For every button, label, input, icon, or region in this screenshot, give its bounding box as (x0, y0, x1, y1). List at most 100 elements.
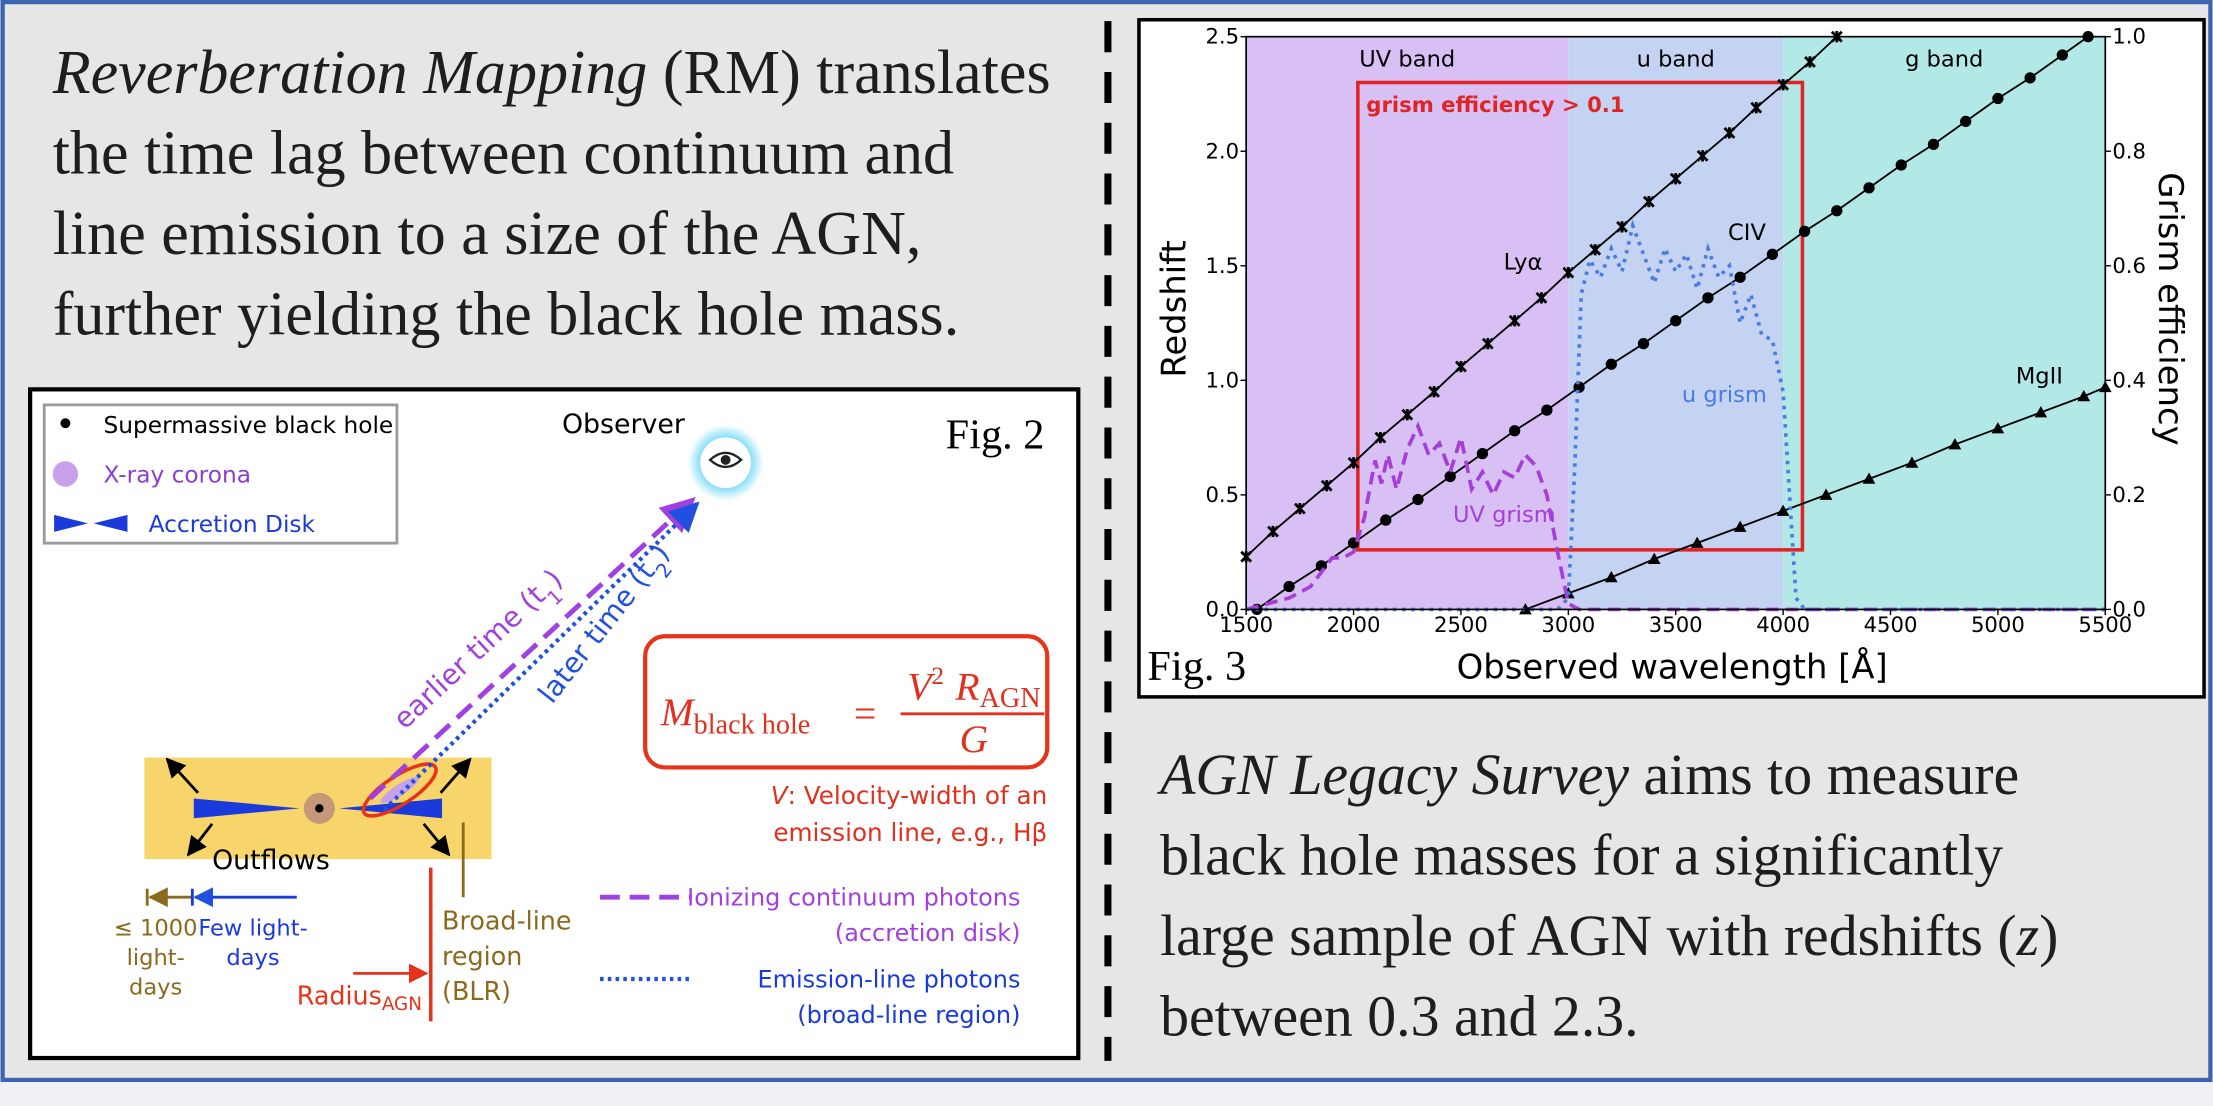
intro-line-text: (RM) translates (647, 39, 1050, 107)
marker (1380, 514, 1391, 525)
series-label: u grism (1682, 382, 1767, 408)
x-tick-label: 4000 (1756, 612, 1810, 637)
x-tick-label: 3500 (1649, 612, 1703, 637)
scale-text: days (129, 975, 182, 1001)
page: AGN Reverberation Mapping { "intro": {"e… (0, 0, 2213, 1106)
marker (1799, 226, 1810, 237)
outro-line-text: large sample of AGN with redshifts ( (1160, 903, 2017, 968)
legend-icon-corona (53, 461, 78, 486)
legend-icon-black-hole (60, 418, 70, 428)
marker (1283, 581, 1294, 592)
key-text: (broad-line region) (797, 1001, 1020, 1029)
band-label: UV band (1359, 46, 1455, 72)
observer-label: Observer (562, 409, 686, 440)
region-label: grism efficiency > 0.1 (1366, 92, 1624, 117)
figure-label: Fig. 2 (946, 412, 1045, 459)
eq-symbol: M (660, 690, 696, 734)
eq-symbol: R (954, 665, 979, 709)
intro-line: the time lag between continuum and (53, 120, 954, 188)
marker (1606, 359, 1617, 370)
outro-line: between 0.3 and 2.3. (1160, 983, 1639, 1048)
series-label: MgII (2016, 364, 2063, 390)
marker (1670, 315, 1681, 326)
intro-line: line emission to a size of the AGN, (53, 200, 922, 268)
eye-pupil (721, 455, 731, 465)
intro-line: further yielding the black hole mass. (53, 280, 960, 348)
black-hole (315, 804, 323, 812)
marker (1960, 116, 1971, 127)
series-label: CIV (1728, 220, 1766, 246)
marker (1412, 494, 1423, 505)
y-tick-label: 2.0 (1205, 138, 1239, 163)
intro-line: Reverberation Mapping (RM) translates (52, 39, 1051, 107)
outro-close: ) (2039, 903, 2058, 968)
marker (1992, 93, 2003, 104)
body: Reverberation Mapping (RM) translates th… (0, 0, 2213, 1106)
label-subscript: AGN (382, 994, 422, 1015)
marker (2024, 72, 2035, 83)
marker (1928, 139, 1939, 150)
x-tick-label: 5000 (1971, 612, 2025, 637)
y-tick-label: 1.0 (1205, 367, 1239, 392)
marker (2057, 49, 2068, 60)
y2-tick-label: 0.4 (2112, 367, 2146, 392)
key-text: Emission-line photons (757, 965, 1020, 993)
outro-line: black hole masses for a significantly (1160, 823, 2003, 888)
legend-label: X-ray corona (103, 461, 250, 488)
note-text: : Velocity-width of an (788, 781, 1048, 810)
marker (1702, 292, 1713, 303)
x-tick-label: 2500 (1434, 612, 1488, 637)
slide: Reverberation Mapping (RM) translates th… (0, 0, 2213, 1106)
y2-tick-label: 0.6 (2112, 253, 2146, 278)
y2-tick-label: 0.2 (2112, 482, 2146, 507)
eq-subscript: black hole (694, 710, 811, 741)
eq-equals: = (854, 692, 876, 736)
outro-emphasis: AGN Legacy Survey (1156, 742, 1629, 807)
y-tick-label: 2.5 (1205, 24, 1239, 49)
band-label: g band (1905, 46, 1983, 72)
marker (1767, 249, 1778, 260)
y2-tick-label: 0.0 (2112, 596, 2146, 621)
blr-text: Broad-line (442, 906, 571, 936)
band (1783, 37, 2105, 610)
y-tick-label: 0.0 (1205, 596, 1239, 621)
blr-text: region (442, 941, 522, 971)
x-tick-label: 3000 (1541, 612, 1595, 637)
y-axis-title: Redshift (1154, 240, 1193, 377)
outro-line-text: aims to measure (1629, 742, 2019, 807)
legend-label: Accretion Disk (149, 511, 316, 538)
marker (1445, 471, 1456, 482)
x-tick-label: 2000 (1327, 612, 1381, 637)
marker (1638, 338, 1649, 349)
legend-label: Supermassive black hole (103, 412, 393, 439)
blr-text: (BLR) (442, 976, 511, 1006)
outro-variable: z (2016, 903, 2040, 968)
outro-line: AGN Legacy Survey aims to measure (1156, 742, 2019, 807)
scale-text: days (226, 945, 279, 971)
y-tick-label: 0.5 (1205, 482, 1239, 507)
outro-line: large sample of AGN with redshifts (z) (1160, 903, 2058, 968)
y2-axis-title: Grism efficiency (2151, 172, 2190, 445)
scale-text: ≤ 1000 (114, 915, 198, 941)
marker (1509, 425, 1520, 436)
eq-denominator: G (960, 717, 989, 761)
x-axis-title: Observed wavelength [Å] (1457, 647, 1888, 687)
figure-2: Fig. 2 Supermassive black hole X-ray cor… (30, 389, 1078, 1058)
label-text: Radius (297, 980, 382, 1010)
scale-text: light- (127, 945, 185, 971)
scale-text: Few light- (198, 915, 307, 941)
y2-tick-label: 0.8 (2112, 138, 2146, 163)
marker (1477, 448, 1488, 459)
marker (1863, 182, 1874, 193)
y-tick-label: 1.5 (1205, 253, 1239, 278)
note-line: V: Velocity-width of an (771, 781, 1048, 810)
x-tick-label: 4500 (1864, 612, 1918, 637)
key-text: (accretion disk) (835, 919, 1021, 947)
marker (1735, 272, 1746, 283)
y2-tick-label: 1.0 (2112, 24, 2146, 49)
note-line: emission line, e.g., Hβ (773, 818, 1047, 847)
intro-emphasis: Reverberation Mapping (52, 39, 648, 107)
series-label: Lyα (1504, 249, 1543, 275)
